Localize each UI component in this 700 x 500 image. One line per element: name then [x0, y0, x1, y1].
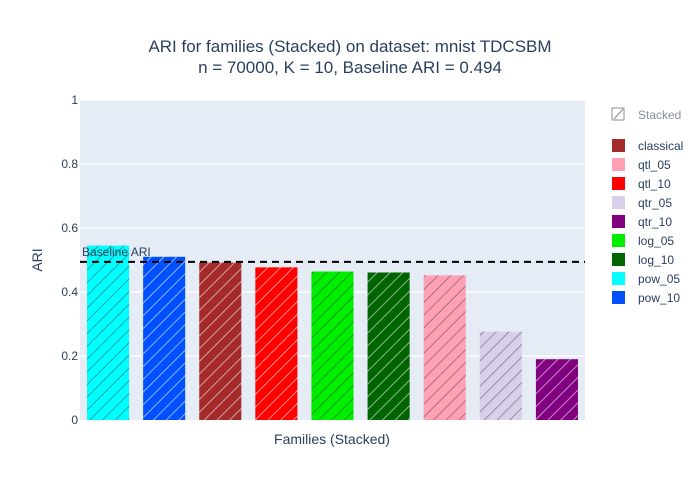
legend-label-qtl_10[interactable]: qtl_10 — [638, 177, 671, 191]
legend-label-qtr_10[interactable]: qtr_10 — [638, 215, 672, 229]
legend-label-pow_10[interactable]: pow_10 — [638, 291, 680, 305]
baseline-label: Baseline ARI — [82, 245, 151, 259]
y-tick-label: 0.4 — [61, 285, 78, 299]
legend-label-log_10[interactable]: log_10 — [638, 253, 674, 267]
legend-header-icon — [611, 107, 625, 121]
y-axis-ticks: 0 0.2 0.4 0.6 0.8 1 — [61, 93, 78, 427]
legend-label-pow_05[interactable]: pow_05 — [638, 272, 680, 286]
baseline: Baseline ARI — [80, 245, 585, 263]
legend-header: Stacked — [638, 108, 681, 122]
y-tick-label: 1 — [71, 93, 78, 107]
legend-swatch-pow_10[interactable] — [612, 291, 625, 304]
y-tick-label: 0.6 — [61, 221, 78, 235]
y-tick-label: 0.8 — [61, 157, 78, 171]
legend-swatch-qtr_05[interactable] — [612, 196, 625, 209]
bar-hatch-qtl_10 — [255, 267, 298, 420]
bar-hatch-qtr_10 — [535, 359, 578, 420]
bar-hatch-pow_05 — [87, 245, 130, 420]
bar-hatch-pow_10 — [143, 256, 186, 420]
bar-hatch-qtr_05 — [479, 331, 522, 420]
legend-swatch-qtl_05[interactable] — [612, 158, 625, 171]
bar-hatch-classical — [199, 262, 242, 420]
legend-swatch-log_10[interactable] — [612, 253, 625, 266]
legend-swatch-pow_05[interactable] — [612, 272, 625, 285]
legend-swatch-qtl_10[interactable] — [612, 177, 625, 190]
legend-label-log_05[interactable]: log_05 — [638, 234, 674, 248]
legend-header-icon-hatch — [613, 108, 624, 120]
legend: Stacked classical qtl_05 qtl_10 qtr_05 qtr_10… — [611, 107, 683, 305]
legend-swatch-log_05[interactable] — [612, 234, 625, 247]
y-axis-title: ARI — [29, 248, 45, 271]
x-axis-title: Families (Stacked) — [274, 431, 390, 447]
legend-label-classical[interactable]: classical — [638, 139, 683, 153]
legend-label-qtr_05[interactable]: qtr_05 — [638, 196, 672, 210]
chart-title-line2: n = 70000, K = 10, Baseline ARI = 0.494 — [198, 58, 502, 77]
bar-hatch-log_05 — [311, 271, 354, 420]
bar-hatch-log_10 — [367, 272, 410, 420]
legend-label-qtl_05[interactable]: qtl_05 — [638, 158, 671, 172]
bar-hatch-qtl_05 — [423, 275, 466, 420]
legend-swatch-classical[interactable] — [612, 139, 625, 152]
y-tick-label: 0.2 — [61, 349, 78, 363]
y-tick-label: 0 — [71, 413, 78, 427]
chart-title-line1: ARI for families (Stacked) on dataset: m… — [148, 37, 551, 56]
bars — [87, 245, 578, 420]
legend-swatch-qtr_10[interactable] — [612, 215, 625, 228]
